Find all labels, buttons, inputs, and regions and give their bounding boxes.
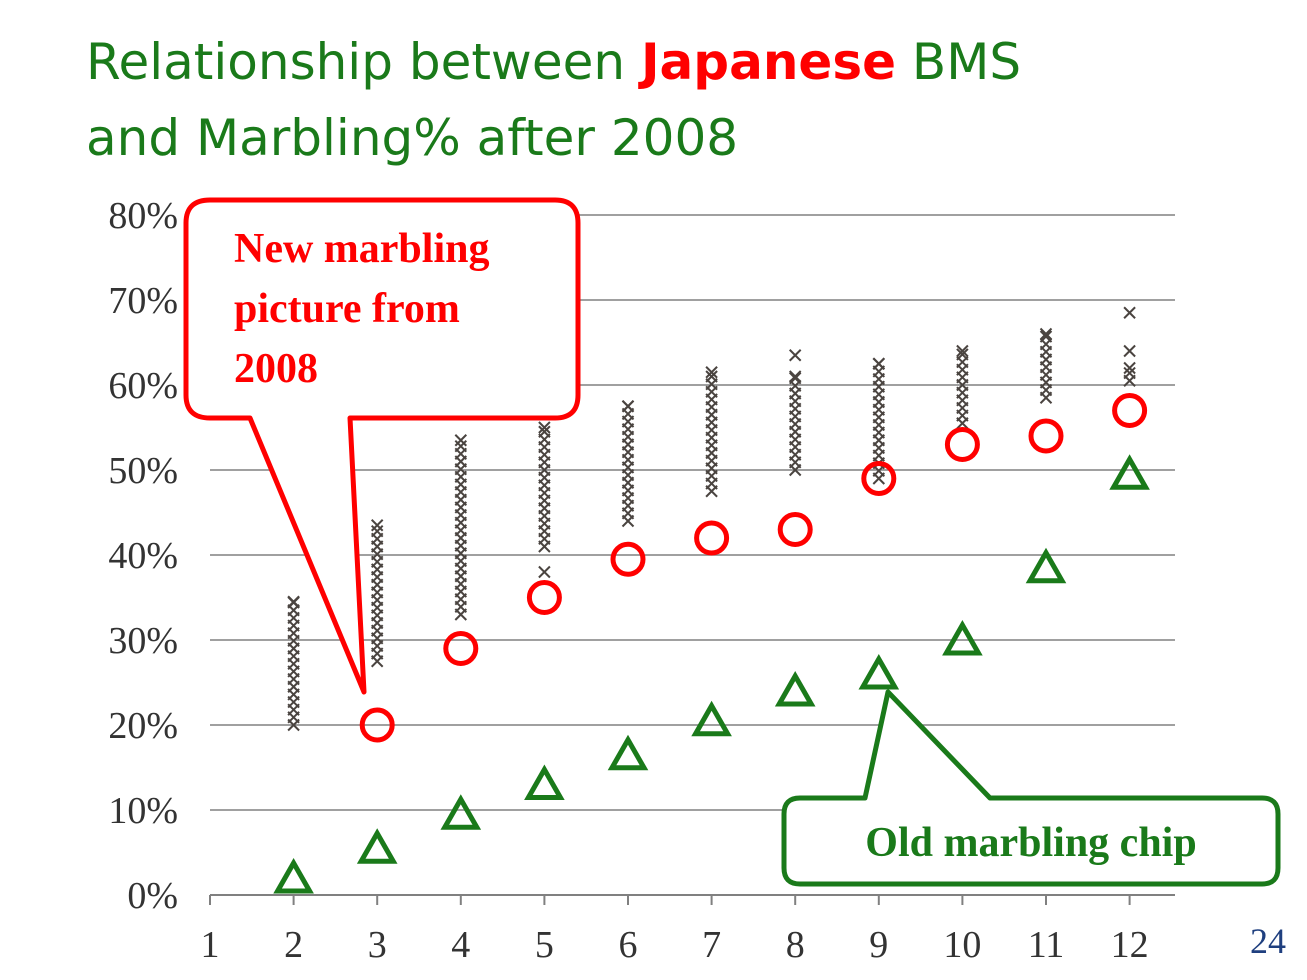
title-line2: and Marbling% after 2008 bbox=[86, 109, 739, 167]
sample-point bbox=[1123, 366, 1136, 380]
x-tick-label: 12 bbox=[1111, 924, 1149, 966]
x-tick-label: 11 bbox=[1028, 924, 1065, 966]
old-chip-point bbox=[607, 734, 649, 771]
sample-point bbox=[1039, 327, 1053, 341]
chart-title: Relationship between Japanese BMS and Ma… bbox=[86, 24, 1021, 176]
y-tick-label: 60% bbox=[108, 365, 178, 407]
title-line1-end: BMS bbox=[896, 33, 1022, 91]
title-highlight: Japanese bbox=[640, 33, 896, 91]
new-marbling-point bbox=[694, 520, 730, 556]
title-line1-start: Relationship between bbox=[86, 33, 641, 91]
old-chip-point bbox=[858, 653, 900, 690]
x-tick-label: 9 bbox=[869, 924, 888, 966]
old-chip-point bbox=[1025, 547, 1067, 584]
x-tick-label: 4 bbox=[451, 924, 470, 966]
y-tick-label: 40% bbox=[108, 535, 178, 577]
new-marbling-point bbox=[610, 541, 646, 577]
sample-point bbox=[705, 366, 718, 379]
sample-point bbox=[788, 371, 802, 385]
sample-point bbox=[872, 357, 886, 370]
new-marbling-callout-text: 2008 bbox=[234, 346, 318, 392]
old-chip-point bbox=[524, 764, 565, 800]
y-tick-label: 0% bbox=[127, 875, 178, 917]
new-marbling-point bbox=[526, 580, 562, 615]
x-tick-label: 10 bbox=[943, 924, 981, 966]
x-tick-label: 3 bbox=[368, 924, 387, 966]
sample-point bbox=[454, 434, 468, 447]
old-chip-point bbox=[1109, 454, 1150, 490]
sample-point bbox=[370, 524, 384, 538]
sample-point bbox=[1039, 330, 1053, 343]
y-tick-label: 70% bbox=[108, 280, 178, 322]
sample-point bbox=[538, 425, 551, 438]
y-tick-label: 50% bbox=[108, 450, 178, 492]
new-marbling-callout bbox=[183, 197, 581, 695]
new-marbling-point bbox=[1028, 418, 1064, 454]
sample-point bbox=[621, 400, 635, 413]
old-chip-callout bbox=[781, 689, 1281, 887]
old-chip-point bbox=[691, 700, 732, 737]
old-chip-point bbox=[356, 828, 398, 864]
x-tick-label: 7 bbox=[702, 924, 721, 966]
old-chip-point bbox=[273, 857, 314, 894]
y-tick-label: 80% bbox=[108, 195, 178, 237]
x-tick-label: 2 bbox=[284, 924, 303, 966]
new-marbling-point bbox=[777, 512, 813, 547]
sample-point bbox=[956, 344, 969, 358]
y-tick-label: 10% bbox=[108, 790, 178, 832]
sample-point bbox=[454, 439, 468, 453]
x-tick-label: 6 bbox=[619, 924, 638, 966]
new-marbling-callout-text: New marbling bbox=[234, 226, 490, 272]
sample-point bbox=[1123, 306, 1136, 319]
sample-point bbox=[788, 370, 802, 383]
sample-point bbox=[538, 565, 551, 579]
new-marbling-point bbox=[359, 707, 395, 743]
new-marbling-point bbox=[1112, 393, 1148, 428]
sample-point bbox=[538, 421, 551, 434]
sample-point bbox=[287, 595, 300, 608]
new-marbling-callout-text: picture from bbox=[234, 286, 460, 332]
page-number: 24 bbox=[1250, 921, 1286, 961]
old-chip-point bbox=[440, 794, 482, 830]
sample-point bbox=[1123, 344, 1136, 358]
new-marbling-point bbox=[443, 631, 479, 666]
new-marbling-point bbox=[861, 461, 897, 496]
sample-point bbox=[956, 348, 969, 361]
x-tick-label: 1 bbox=[201, 924, 220, 966]
x-tick-label: 5 bbox=[535, 924, 554, 966]
y-tick-label: 30% bbox=[108, 620, 178, 662]
old-chip-callout-text: Old marbling chip bbox=[865, 820, 1196, 866]
y-tick-label: 20% bbox=[108, 705, 178, 747]
old-chip-point bbox=[774, 670, 816, 707]
new-marbling-point bbox=[944, 427, 980, 462]
old-chip-point bbox=[942, 619, 983, 656]
sample-point bbox=[705, 370, 718, 383]
sample-point bbox=[788, 349, 802, 362]
sample-point bbox=[370, 519, 384, 532]
sample-point bbox=[1123, 361, 1136, 375]
x-tick-label: 8 bbox=[786, 924, 805, 966]
